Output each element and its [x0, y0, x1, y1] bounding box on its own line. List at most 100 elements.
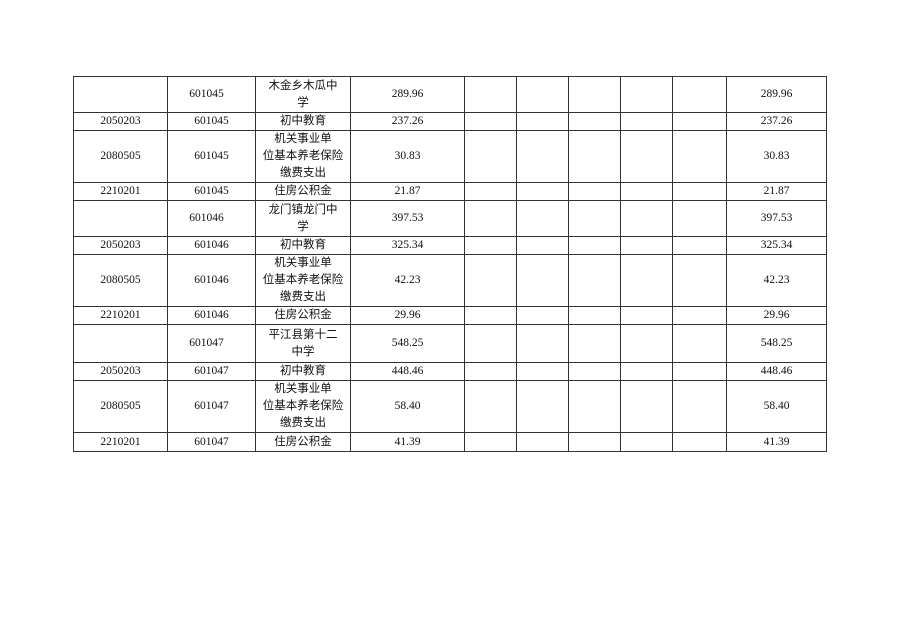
unit-code-cell: 601045	[167, 130, 256, 183]
subject-name-cell: 龙门镇龙门中 学	[255, 200, 351, 237]
empty-cell	[516, 254, 569, 307]
empty-cell	[464, 306, 517, 325]
empty-cell	[516, 76, 569, 113]
empty-cell	[464, 112, 517, 131]
amount-cell: 41.39	[350, 432, 465, 452]
subject-name-cell: 机关事业单 位基本养老保险 缴费支出	[255, 380, 351, 433]
subject-code-cell: 2050203	[73, 362, 168, 381]
empty-cell	[464, 182, 517, 201]
table-row: 601046 龙门镇龙门中 学 397.53 397.53	[73, 200, 827, 237]
total-cell: 42.23	[726, 254, 827, 307]
total-cell: 237.26	[726, 112, 827, 131]
empty-cell	[620, 306, 673, 325]
empty-cell	[464, 200, 517, 237]
amount-cell: 548.25	[350, 324, 465, 363]
subject-code-cell: 2080505	[73, 380, 168, 433]
table-row: 2080505 601047 机关事业单 位基本养老保险 缴费支出 58.40 58.4…	[73, 380, 827, 433]
empty-cell	[464, 76, 517, 113]
empty-cell	[516, 380, 569, 433]
table-row: 2210201 601045 住房公积金 21.87 21.87	[73, 182, 827, 201]
empty-cell	[516, 236, 569, 255]
empty-cell	[620, 236, 673, 255]
total-cell: 58.40	[726, 380, 827, 433]
table-row: 2210201 601046 住房公积金 29.96 29.96	[73, 306, 827, 325]
amount-cell: 42.23	[350, 254, 465, 307]
subject-name-cell: 住房公积金	[255, 432, 351, 452]
empty-cell	[620, 112, 673, 131]
subject-name-cell: 木金乡木瓜中 学	[255, 76, 351, 113]
empty-cell	[464, 236, 517, 255]
subject-code-cell	[73, 324, 168, 363]
empty-cell	[464, 432, 517, 452]
total-cell: 325.34	[726, 236, 827, 255]
table-row: 2080505 601045 机关事业单 位基本养老保险 缴费支出 30.83 30.8…	[73, 130, 827, 183]
table-row: 2050203 601046 初中教育 325.34 325.34	[73, 236, 827, 255]
empty-cell	[516, 362, 569, 381]
unit-code-cell: 601047	[167, 432, 256, 452]
unit-code-cell: 601045	[167, 76, 256, 113]
empty-cell	[516, 306, 569, 325]
table-row: 2050203 601045 初中教育 237.26 237.26	[73, 112, 827, 131]
amount-cell: 237.26	[350, 112, 465, 131]
subject-name-cell: 初中教育	[255, 236, 351, 255]
table-row: 2210201 601047 住房公积金 41.39 41.39	[73, 432, 827, 452]
unit-code-cell: 601045	[167, 182, 256, 201]
subject-code-cell: 2210201	[73, 432, 168, 452]
amount-cell: 448.46	[350, 362, 465, 381]
empty-cell	[516, 130, 569, 183]
empty-cell	[464, 130, 517, 183]
empty-cell	[568, 182, 621, 201]
unit-code-cell: 601046	[167, 236, 256, 255]
subject-code-cell: 2080505	[73, 254, 168, 307]
subject-name-cell: 初中教育	[255, 362, 351, 381]
unit-code-cell: 601046	[167, 254, 256, 307]
empty-cell	[568, 324, 621, 363]
empty-cell	[464, 324, 517, 363]
total-cell: 21.87	[726, 182, 827, 201]
empty-cell	[620, 254, 673, 307]
empty-cell	[620, 380, 673, 433]
empty-cell	[672, 236, 727, 255]
empty-cell	[464, 380, 517, 433]
empty-cell	[516, 182, 569, 201]
subject-name-cell: 机关事业单 位基本养老保险 缴费支出	[255, 254, 351, 307]
unit-code-cell: 601045	[167, 112, 256, 131]
empty-cell	[568, 306, 621, 325]
empty-cell	[516, 200, 569, 237]
amount-cell: 21.87	[350, 182, 465, 201]
unit-code-cell: 601046	[167, 200, 256, 237]
subject-name-cell: 住房公积金	[255, 306, 351, 325]
subject-name-cell: 初中教育	[255, 112, 351, 131]
subject-code-cell: 2210201	[73, 306, 168, 325]
empty-cell	[568, 432, 621, 452]
subject-code-cell: 2050203	[73, 236, 168, 255]
total-cell: 289.96	[726, 76, 827, 113]
table-row: 601047 平江县第十二 中学 548.25 548.25	[73, 324, 827, 363]
total-cell: 448.46	[726, 362, 827, 381]
empty-cell	[568, 112, 621, 131]
empty-cell	[672, 254, 727, 307]
subject-code-cell: 2210201	[73, 182, 168, 201]
total-cell: 30.83	[726, 130, 827, 183]
empty-cell	[672, 130, 727, 183]
empty-cell	[672, 324, 727, 363]
budget-table: 601045 木金乡木瓜中 学 289.96 289.96 2050203 601045 初…	[73, 76, 827, 452]
empty-cell	[464, 362, 517, 381]
amount-cell: 29.96	[350, 306, 465, 325]
empty-cell	[672, 76, 727, 113]
empty-cell	[672, 380, 727, 433]
empty-cell	[620, 182, 673, 201]
total-cell: 29.96	[726, 306, 827, 325]
empty-cell	[672, 432, 727, 452]
empty-cell	[620, 362, 673, 381]
empty-cell	[672, 306, 727, 325]
subject-code-cell: 2050203	[73, 112, 168, 131]
table-row: 2080505 601046 机关事业单 位基本养老保险 缴费支出 42.23 42.2…	[73, 254, 827, 307]
empty-cell	[672, 182, 727, 201]
empty-cell	[620, 432, 673, 452]
unit-code-cell: 601047	[167, 380, 256, 433]
empty-cell	[620, 130, 673, 183]
empty-cell	[568, 76, 621, 113]
empty-cell	[516, 112, 569, 131]
table-row: 2050203 601047 初中教育 448.46 448.46	[73, 362, 827, 381]
